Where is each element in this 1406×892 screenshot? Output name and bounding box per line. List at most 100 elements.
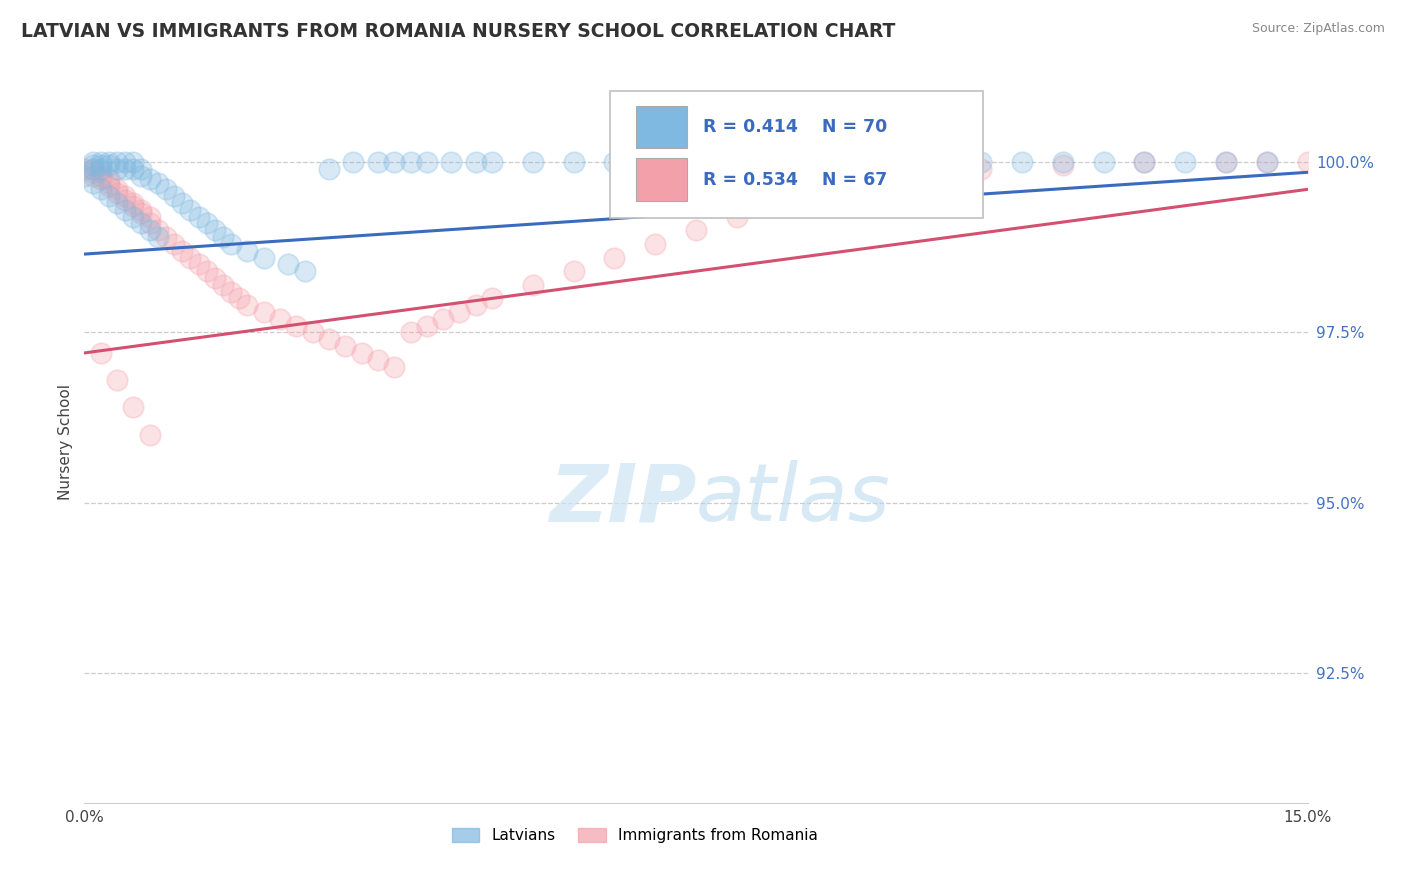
Point — [562, 264, 585, 278]
Point — [416, 318, 439, 333]
Point — [1052, 159, 1074, 173]
Point — [1256, 155, 1278, 169]
Point — [416, 155, 439, 169]
Point — [155, 182, 177, 196]
Point — [114, 161, 136, 176]
Point — [90, 346, 112, 360]
Point — [1296, 155, 1319, 169]
Text: atlas: atlas — [696, 460, 891, 539]
Point — [1256, 155, 1278, 169]
Point — [179, 251, 201, 265]
Point — [228, 292, 250, 306]
Point — [105, 186, 128, 200]
Point — [342, 155, 364, 169]
Point — [105, 155, 128, 169]
Point — [82, 176, 104, 190]
Point — [219, 285, 242, 299]
Text: ZIP: ZIP — [548, 460, 696, 539]
Point — [138, 216, 160, 230]
Point — [889, 155, 911, 169]
Point — [1133, 155, 1156, 169]
Legend: Latvians, Immigrants from Romania: Latvians, Immigrants from Romania — [446, 822, 824, 849]
Point — [122, 196, 145, 211]
Point — [212, 277, 235, 292]
Point — [970, 161, 993, 176]
FancyBboxPatch shape — [636, 158, 688, 201]
Point — [90, 155, 112, 169]
FancyBboxPatch shape — [610, 91, 983, 218]
Point — [97, 172, 120, 186]
Point — [195, 264, 218, 278]
Point — [163, 236, 186, 251]
Point — [131, 161, 153, 176]
Point — [131, 216, 153, 230]
Point — [105, 196, 128, 211]
Point — [187, 210, 209, 224]
Point — [725, 210, 748, 224]
Point — [929, 155, 952, 169]
Point — [90, 159, 112, 173]
Point — [97, 159, 120, 173]
Point — [114, 193, 136, 207]
Point — [399, 155, 422, 169]
Point — [294, 264, 316, 278]
Point — [236, 244, 259, 258]
Point — [163, 189, 186, 203]
Point — [848, 176, 870, 190]
Point — [253, 305, 276, 319]
Point — [131, 169, 153, 183]
Point — [432, 311, 454, 326]
Point — [82, 165, 104, 179]
Point — [97, 155, 120, 169]
Point — [138, 427, 160, 442]
Point — [562, 155, 585, 169]
Point — [204, 271, 226, 285]
Point — [122, 155, 145, 169]
Point — [848, 155, 870, 169]
Point — [90, 172, 112, 186]
Point — [685, 155, 707, 169]
Point — [367, 155, 389, 169]
Point — [318, 332, 340, 346]
Point — [603, 155, 626, 169]
Point — [318, 161, 340, 176]
Point — [277, 257, 299, 271]
Point — [1215, 155, 1237, 169]
Point — [970, 155, 993, 169]
Point — [97, 189, 120, 203]
Point — [131, 202, 153, 217]
Point — [766, 155, 789, 169]
Point — [301, 326, 323, 340]
Point — [90, 165, 112, 179]
Point — [603, 251, 626, 265]
Point — [146, 176, 169, 190]
Point — [481, 292, 503, 306]
Point — [138, 223, 160, 237]
Point — [1133, 155, 1156, 169]
Point — [82, 155, 104, 169]
Point — [146, 223, 169, 237]
Point — [179, 202, 201, 217]
Text: R = 0.414    N = 70: R = 0.414 N = 70 — [703, 118, 887, 136]
Point — [766, 196, 789, 211]
Point — [172, 196, 194, 211]
Point — [522, 155, 544, 169]
Point — [204, 223, 226, 237]
Point — [1011, 155, 1033, 169]
Point — [155, 230, 177, 244]
Point — [464, 155, 486, 169]
Point — [90, 182, 112, 196]
Point — [644, 236, 666, 251]
Point — [1052, 155, 1074, 169]
Point — [1174, 155, 1197, 169]
Point — [889, 169, 911, 183]
Point — [382, 155, 405, 169]
Point — [685, 223, 707, 237]
Point — [105, 182, 128, 196]
Point — [644, 155, 666, 169]
Point — [105, 161, 128, 176]
Point — [138, 172, 160, 186]
Point — [122, 199, 145, 213]
Point — [122, 161, 145, 176]
Point — [807, 182, 830, 196]
